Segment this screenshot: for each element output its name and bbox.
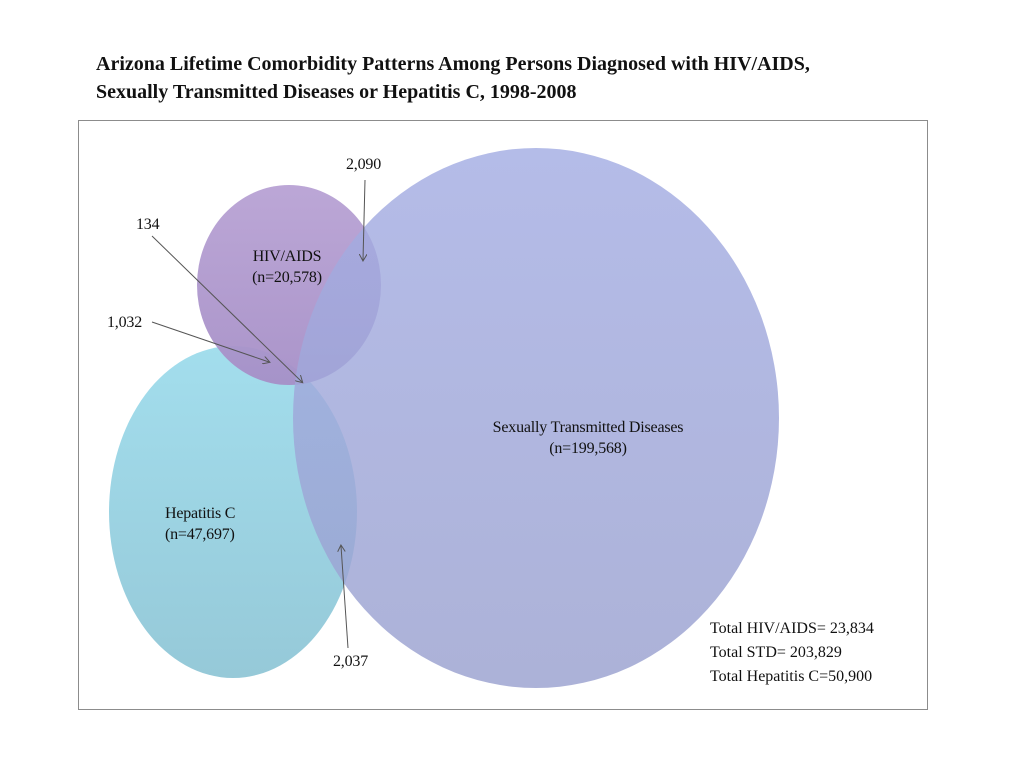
overlap-std-hcv-value: 2,037 [333, 653, 369, 670]
std-name: Sexually Transmitted Diseases [492, 419, 684, 436]
chart-title: Arizona Lifetime Comorbidity Patterns Am… [96, 50, 976, 106]
arrow-hiv-hcv [151, 321, 269, 362]
total-hepatitis-c: Total Hepatitis C=50,900 [710, 668, 873, 685]
arrow-std-hcv [341, 546, 349, 649]
total-std: Total STD= 203,829 [710, 644, 842, 661]
hiv-aids-name: HIV/AIDS [252, 248, 322, 265]
total-hiv-aids: Total HIV/AIDS= 23,834 [710, 620, 874, 637]
chart-title-line-1: Arizona Lifetime Comorbidity Patterns Am… [96, 53, 810, 75]
hepatitis-c-label: Hepatitis C (n=47,697) [165, 503, 235, 545]
overlap-all-three-value: 134 [136, 216, 160, 233]
overlap-hiv-std-value: 2,090 [346, 156, 382, 173]
chart-title-line-2: Sexually Transmitted Diseases or Hepatit… [96, 81, 577, 103]
std-circle [293, 148, 779, 688]
hiv-aids-count: (n=20,578) [252, 269, 322, 286]
arrow-hiv-std [363, 179, 365, 260]
totals-block: Total HIV/AIDS= 23,834 Total STD= 203,82… [710, 617, 874, 689]
arrow-all-three [151, 235, 302, 382]
hiv-aids-label: HIV/AIDS (n=20,578) [235, 246, 339, 288]
hepatitis-c-name: Hepatitis C [165, 505, 236, 522]
overlap-hiv-hcv-value: 1,032 [107, 314, 143, 331]
std-count: (n=199,568) [549, 440, 627, 457]
std-label: Sexually Transmitted Diseases (n=199,568… [462, 417, 714, 459]
hepatitis-c-count: (n=47,697) [165, 526, 235, 543]
